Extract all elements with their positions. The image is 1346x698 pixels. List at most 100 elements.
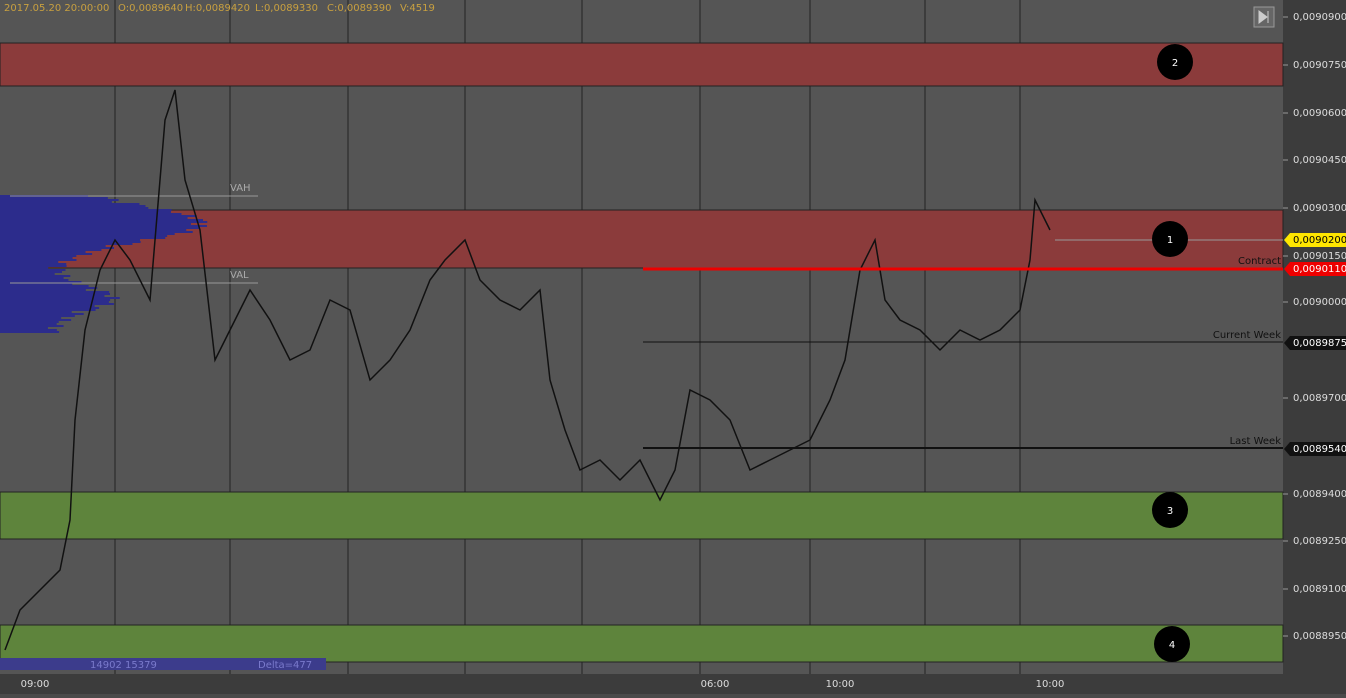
zone-badge <box>1154 626 1190 662</box>
profile-bar <box>0 311 72 313</box>
profile-bar <box>0 255 77 257</box>
profile-bar <box>0 291 110 293</box>
profile-bar <box>0 283 73 285</box>
vah-label: VAH <box>230 183 251 194</box>
profile-bar <box>0 261 59 263</box>
zone-number: 3 <box>1167 506 1173 517</box>
profile-bar <box>0 287 98 289</box>
price-label: 0,0088950 <box>1293 631 1346 642</box>
profile-bar <box>0 209 172 211</box>
zone-red <box>0 42 1284 87</box>
profile-bar <box>0 229 187 231</box>
profile-bar <box>0 267 49 269</box>
profile-bar <box>0 277 64 279</box>
profile-bar <box>0 327 48 329</box>
profile-bar <box>0 293 111 295</box>
current-week-label: Current Week <box>1213 330 1281 341</box>
profile-bar <box>0 227 200 229</box>
time-label: 09:00 <box>21 679 50 690</box>
profile-bar <box>0 309 96 311</box>
time-axis: 09:00 06:00 10:00 10:00 <box>21 679 1065 690</box>
profile-bar <box>0 325 64 327</box>
price-label: 0,0090000 <box>1293 297 1346 308</box>
profile-bar <box>0 329 57 331</box>
time-label: 10:00 <box>826 679 855 690</box>
last-week-label: Last Week <box>1230 436 1282 447</box>
price-tag <box>1284 336 1346 350</box>
zone-badge <box>1152 492 1188 528</box>
profile-bar <box>0 213 182 215</box>
scroll-end-icon <box>1258 10 1269 24</box>
profile-bar <box>0 269 66 271</box>
zone-number: 1 <box>1167 235 1173 246</box>
profile-bar <box>0 223 191 225</box>
profile-bar <box>0 219 203 221</box>
profile-bar <box>0 199 119 201</box>
grid <box>114 0 1021 674</box>
profile-bar <box>0 237 166 239</box>
profile-bar <box>0 231 193 233</box>
time-axis-bg <box>0 674 1283 694</box>
price-label: 0,0089250 <box>1293 536 1346 547</box>
price-tag <box>1284 233 1346 247</box>
profile-bar <box>0 253 93 255</box>
profile-bar <box>0 313 84 315</box>
profile-bar <box>0 217 188 219</box>
profile-bar <box>0 205 146 207</box>
profile-bar <box>0 225 207 227</box>
profile-bar <box>0 263 67 265</box>
price-label: 0,0090450 <box>1293 155 1346 166</box>
price-bars <box>4 89 1051 651</box>
profile-footer <box>0 658 326 670</box>
price-label: 0,0089400 <box>1293 489 1346 500</box>
profile-bar <box>0 241 141 243</box>
price-label: 0,0090300 <box>1293 203 1346 214</box>
zone-markers: 2 1 3 4 <box>1152 44 1193 662</box>
price-label: 0,0090150 <box>1293 251 1346 262</box>
profile-bar <box>0 279 69 281</box>
profile-bar <box>0 331 60 333</box>
header-open: O:0,0089640 <box>118 3 183 14</box>
profile-bar <box>0 285 89 287</box>
profile-bar <box>0 243 133 245</box>
profile-bar <box>0 247 114 249</box>
zone-badge <box>1157 44 1193 80</box>
profile-bar <box>0 273 55 275</box>
contract-label: Contract <box>1238 256 1281 267</box>
zone-number: 2 <box>1172 58 1178 69</box>
profile-delta: Delta=477 <box>258 660 312 671</box>
profile-bar <box>0 207 149 209</box>
profile-bar <box>0 221 208 223</box>
profile-bar <box>0 233 175 235</box>
profile-bar <box>0 239 141 241</box>
header-high: H:0,0089420 <box>185 3 250 14</box>
profile-bar <box>0 257 73 259</box>
profile-bar <box>0 235 168 237</box>
profile-bar <box>0 215 197 217</box>
volume-profile <box>0 195 208 333</box>
profile-bar <box>0 297 120 299</box>
header-low: L:0,0089330 <box>255 3 318 14</box>
header-time: 2017.05.20 20:00:00 <box>4 3 109 14</box>
price-label: 0,0090900 <box>1293 12 1346 23</box>
zone-green <box>0 624 1284 663</box>
header-volume: V:4519 <box>400 3 435 14</box>
profile-bar <box>0 289 86 291</box>
price-tag <box>1284 262 1346 276</box>
profile-bar <box>0 251 86 253</box>
profile-bar <box>0 271 62 273</box>
price-tag-label: 0,0090110 <box>1293 264 1346 275</box>
price-label: 0,0090750 <box>1293 60 1346 71</box>
time-label: 10:00 <box>1036 679 1065 690</box>
profile-bar <box>0 245 106 247</box>
profile-bar <box>0 249 102 251</box>
profile-bar <box>0 281 82 283</box>
zone-badge <box>1152 221 1188 257</box>
profile-bar <box>0 307 100 309</box>
profile-bar <box>0 301 109 303</box>
price-tag-label: 0,0090200 <box>1293 235 1346 246</box>
zone-red <box>0 209 1284 269</box>
